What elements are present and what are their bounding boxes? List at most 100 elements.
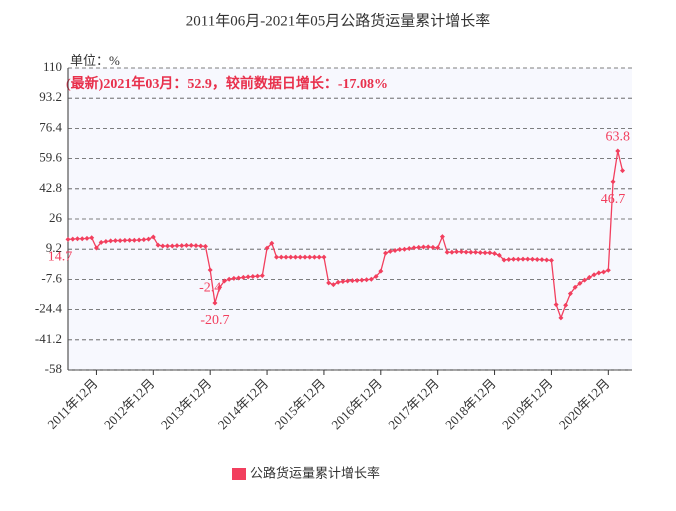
data-point <box>321 254 327 260</box>
data-point <box>444 249 450 255</box>
y-tick-label: 26 <box>49 210 63 225</box>
y-tick-label: -41.2 <box>35 331 62 346</box>
data-point <box>468 249 474 255</box>
data-point <box>297 254 303 260</box>
data-point <box>425 244 431 250</box>
data-point <box>288 254 294 260</box>
data-point <box>330 282 336 288</box>
data-point <box>539 257 545 263</box>
unit-label: 单位：% <box>70 53 120 68</box>
data-point <box>458 249 464 255</box>
data-label: -20.7 <box>200 313 229 328</box>
data-point <box>264 245 270 251</box>
data-point <box>103 238 109 244</box>
y-tick-label: 9.2 <box>46 240 62 255</box>
y-tick-label: 59.6 <box>39 150 62 165</box>
data-point <box>311 254 317 260</box>
data-point <box>586 274 592 280</box>
data-point <box>207 267 213 273</box>
data-point <box>89 235 95 241</box>
data-point <box>515 256 521 262</box>
data-point <box>136 237 142 243</box>
data-point <box>131 237 137 243</box>
data-point <box>402 246 408 252</box>
data-point <box>108 238 114 244</box>
data-point <box>544 257 550 263</box>
data-label: 14.7 <box>48 250 73 265</box>
y-tick-label: 42.8 <box>39 180 62 195</box>
data-point <box>378 268 384 274</box>
data-point <box>150 234 156 240</box>
data-point <box>122 237 128 243</box>
data-point <box>79 236 85 242</box>
data-point <box>340 279 346 285</box>
data-point <box>558 315 564 321</box>
data-point <box>259 273 265 279</box>
data-point <box>435 245 441 251</box>
data-point <box>492 251 498 257</box>
data-point <box>141 237 147 243</box>
data-point <box>525 256 531 262</box>
data-point <box>217 284 223 290</box>
data-point <box>373 274 379 280</box>
data-point <box>221 278 227 284</box>
data-point <box>364 277 370 283</box>
data-point <box>572 284 578 290</box>
data-point <box>392 247 398 253</box>
data-point <box>397 247 403 253</box>
data-point <box>601 269 607 275</box>
data-point <box>269 240 275 246</box>
data-point <box>553 302 559 308</box>
y-tick-label: 76.4 <box>39 119 62 134</box>
data-point <box>610 179 616 185</box>
data-point <box>359 277 365 283</box>
data-point <box>383 250 389 256</box>
data-point <box>482 250 488 256</box>
data-point <box>349 278 355 284</box>
y-tick-label: 110 <box>43 59 62 74</box>
data-point <box>577 280 583 286</box>
y-tick-label: -24.4 <box>35 301 63 316</box>
data-point <box>454 249 460 255</box>
data-point <box>473 249 479 255</box>
data-point <box>501 257 507 263</box>
data-point <box>463 249 469 255</box>
y-tick-label: 93.2 <box>39 89 62 104</box>
data-label: -2.4 <box>199 280 221 295</box>
data-point <box>240 274 246 280</box>
data-point <box>74 236 80 242</box>
data-point <box>605 267 611 273</box>
data-point <box>117 238 123 244</box>
data-point <box>406 245 412 251</box>
data-label: 63.8 <box>606 129 631 144</box>
data-point <box>236 275 242 281</box>
data-point <box>188 242 194 248</box>
data-point <box>169 243 175 249</box>
legend-label: 公路货运量累计增长率 <box>250 466 380 482</box>
data-point <box>245 274 251 280</box>
data-point <box>302 254 308 260</box>
data-point <box>449 249 455 255</box>
data-point <box>202 243 208 249</box>
data-point <box>420 244 426 250</box>
data-point <box>84 235 90 241</box>
data-point <box>354 277 360 283</box>
data-point <box>183 242 189 248</box>
data-point <box>591 272 597 278</box>
data-point <box>596 270 602 276</box>
data-point <box>198 243 204 249</box>
data-point <box>307 254 313 260</box>
data-label: 46.7 <box>601 192 626 207</box>
data-point <box>174 243 180 249</box>
y-tick-label: -7.6 <box>41 270 62 285</box>
data-point <box>278 254 284 260</box>
data-point <box>292 254 298 260</box>
data-point <box>387 248 393 254</box>
data-point <box>335 279 341 285</box>
data-point <box>534 256 540 262</box>
data-point <box>487 250 493 256</box>
data-point <box>582 277 588 283</box>
data-point <box>98 239 104 245</box>
data-point <box>155 242 161 248</box>
data-point <box>165 243 171 249</box>
